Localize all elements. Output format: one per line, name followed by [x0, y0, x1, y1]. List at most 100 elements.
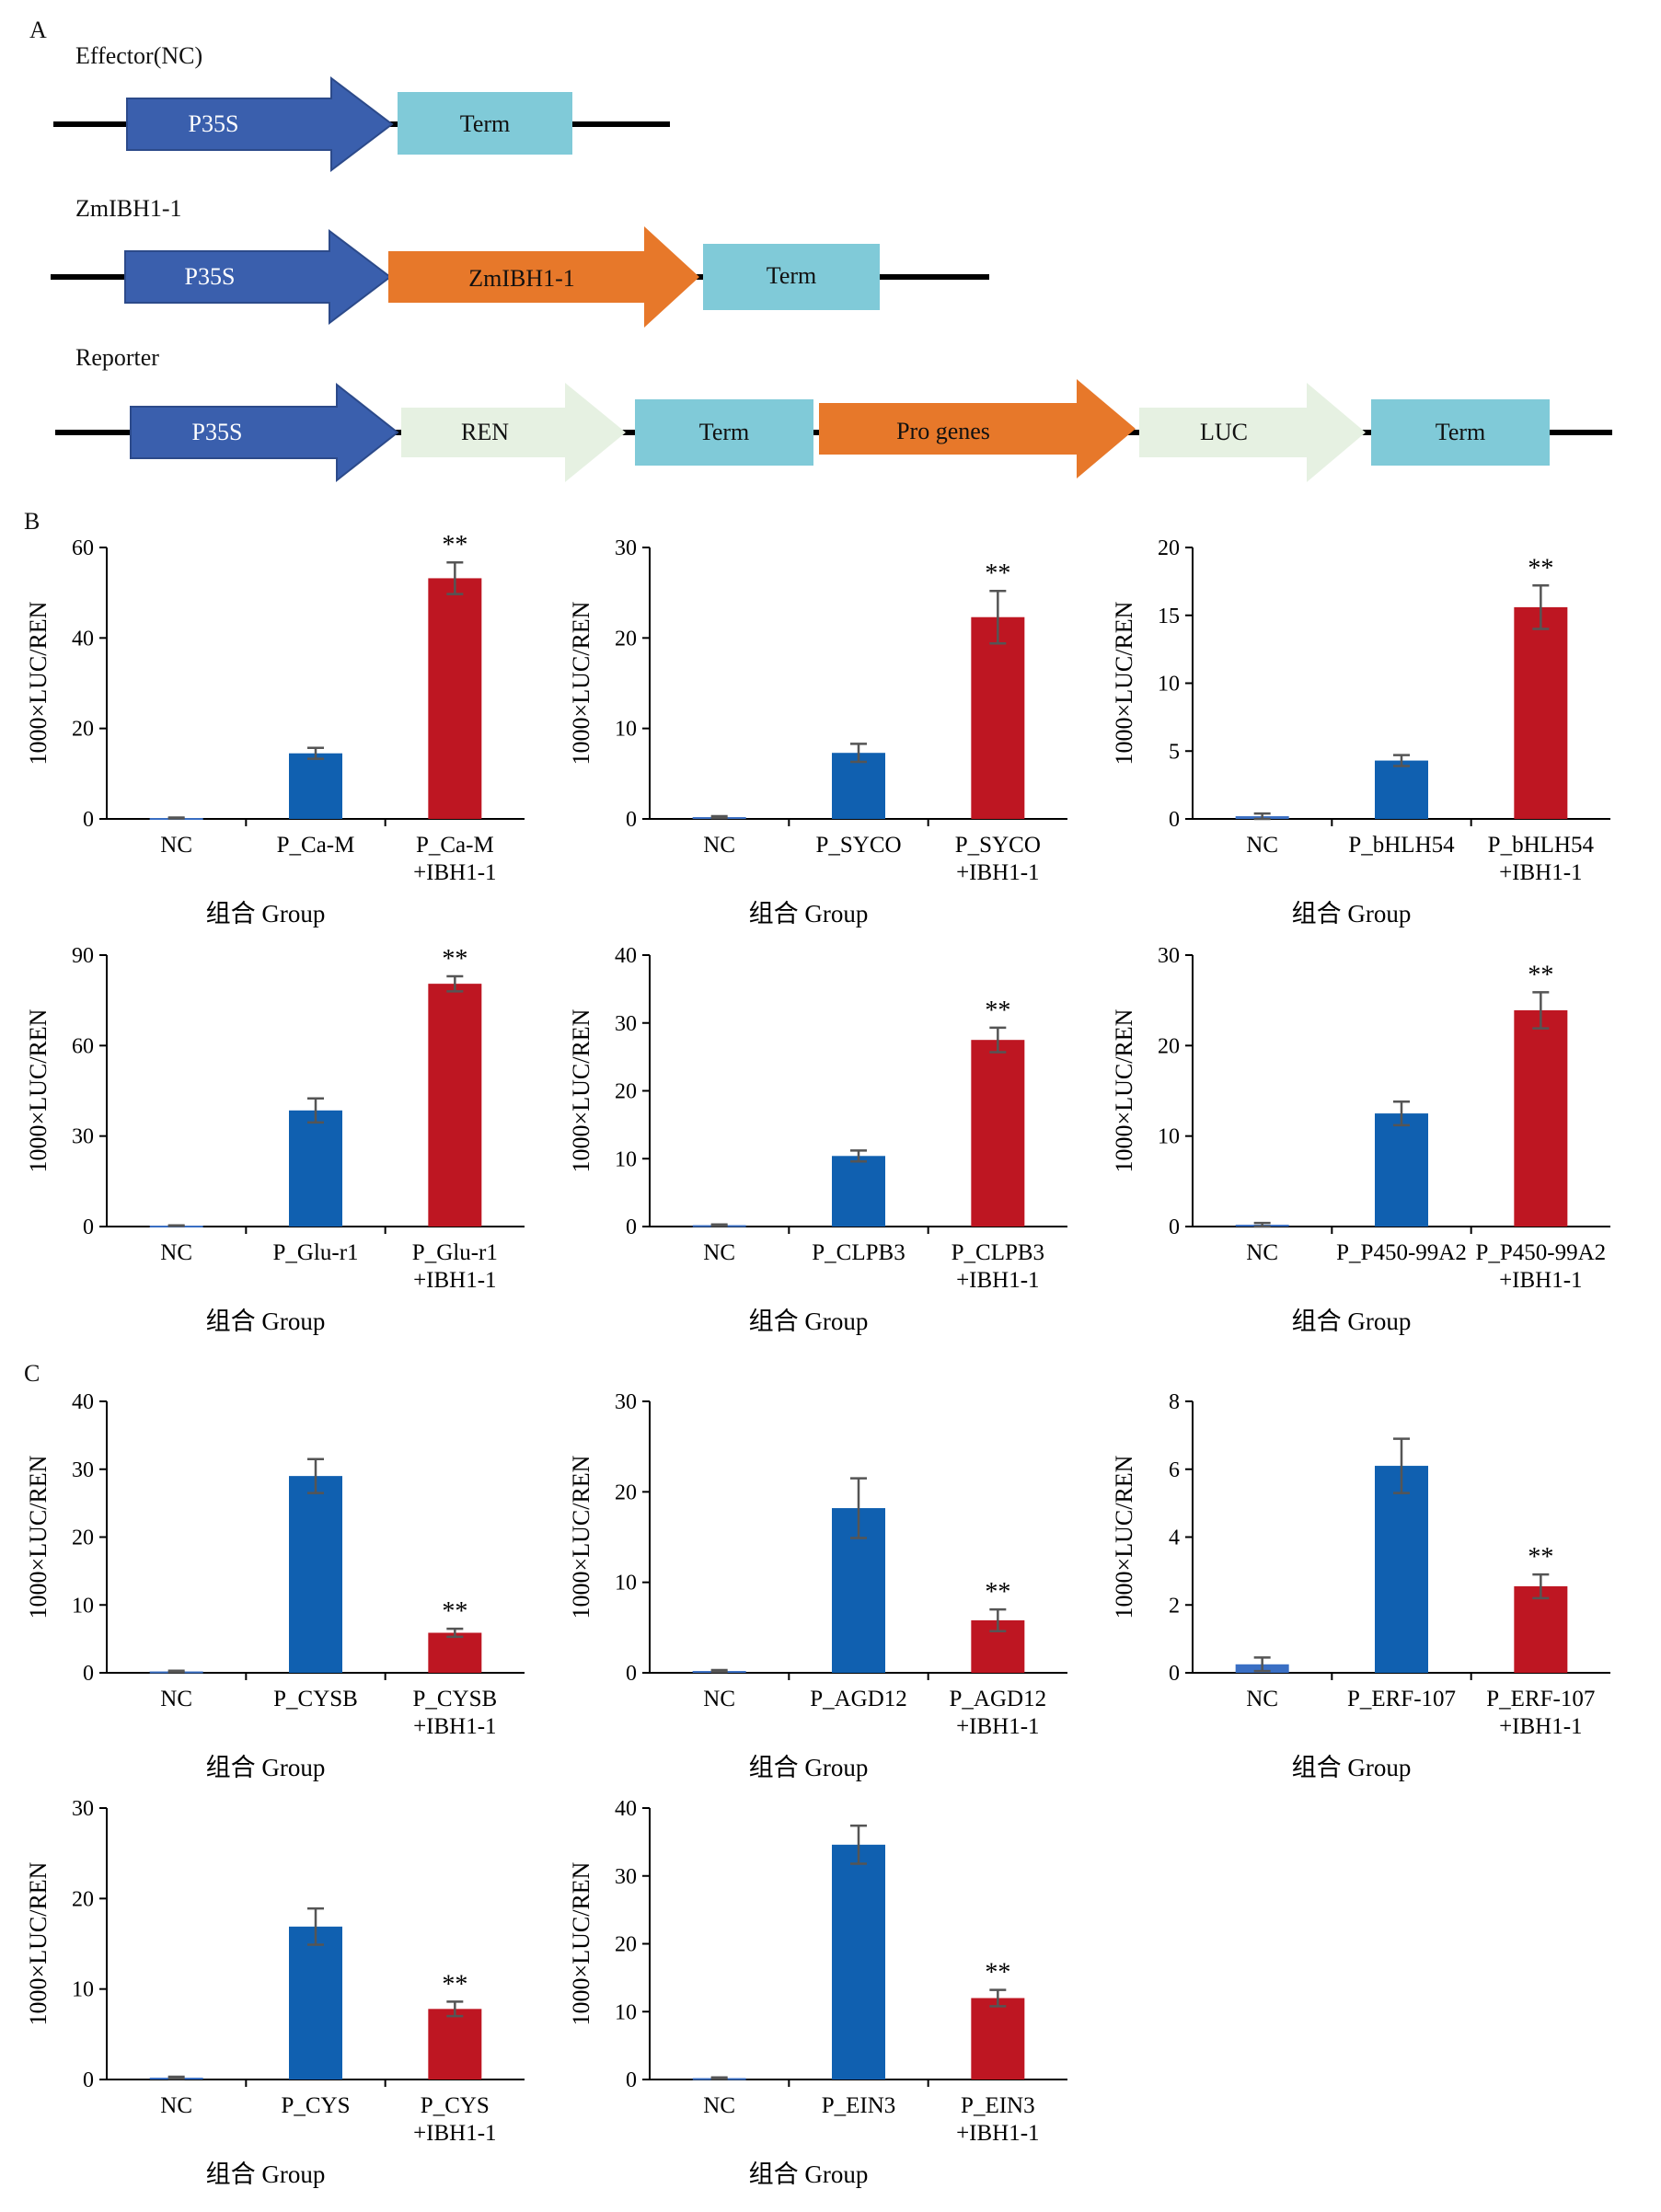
panel-label-b: B — [24, 508, 40, 535]
bar — [1514, 1009, 1568, 1227]
x-axis-label: 组合 Group — [749, 2160, 869, 2188]
panel-label-a: A — [29, 17, 47, 43]
category-label-line: P_CLPB3 — [812, 1240, 905, 1265]
bar-chart-svg: 1000×LUC/REN 0 10 20 30 40 NC P_CLPB3 ** P_CLPB3 +… — [568, 944, 1067, 1335]
x-axis-label: 组合 Group — [1292, 1754, 1412, 1781]
significance-label: ** — [985, 997, 1010, 1025]
y-tick-label: 0 — [626, 808, 637, 832]
x-axis-label: 组合 Group — [1292, 900, 1412, 927]
x-axis-label: 组合 Group — [749, 1754, 869, 1781]
bar — [971, 616, 1025, 819]
y-tick-label: 10 — [615, 1572, 637, 1596]
y-axis-label: 1000×LUC/REN — [1111, 601, 1137, 765]
category-label: NC — [160, 833, 192, 858]
category-label-line: +IBH1-1 — [956, 1714, 1039, 1739]
x-axis-label: 组合 Group — [1292, 1308, 1412, 1335]
y-tick-label: 0 — [626, 2068, 637, 2092]
effector-promoter-arrow — [126, 75, 394, 173]
category-label-line: P_CYS — [281, 2093, 350, 2118]
reporter-title: Reporter — [75, 344, 159, 371]
y-tick-label: 20 — [615, 1933, 637, 1957]
bar-chart-svg: 1000×LUC/REN 0 10 20 30 NC P_CYS ** P_CYS +IBH1-1… — [25, 1797, 525, 2188]
y-axis-label: 1000×LUC/REN — [568, 1008, 594, 1172]
y-tick-label: 0 — [83, 2068, 94, 2092]
chart-cys: 1000×LUC/REN 0 10 20 30 NC P_CYS ** P_CYS +IBH1-1… — [18, 1790, 534, 2195]
bar-chart-svg: 1000×LUC/REN 0 2 4 6 8 NC P_ERF-107 ** P_ERF-107 +… — [1111, 1390, 1610, 1781]
bar — [971, 1040, 1025, 1227]
category-label: P_Ca-M +IBH1-1 — [413, 833, 496, 885]
y-tick-label: 20 — [72, 1527, 94, 1550]
significance-label: ** — [1528, 961, 1553, 989]
category-label-line: NC — [1246, 1687, 1278, 1711]
y-tick-label: 15 — [1158, 605, 1180, 628]
chart-ein3: 1000×LUC/REN 0 10 20 30 40 NC P_EIN3 ** P_EIN3 +IB… — [561, 1790, 1077, 2195]
effector-term-box — [398, 92, 572, 155]
zmibh-term-label: Term — [767, 262, 817, 289]
y-tick-label: 2 — [1169, 1594, 1180, 1618]
y-axis-label: 1000×LUC/REN — [25, 601, 52, 765]
category-label-line: NC — [703, 1240, 735, 1265]
category-label-line: +IBH1-1 — [956, 860, 1039, 885]
y-tick-label: 4 — [1169, 1527, 1180, 1550]
category-label: NC — [703, 1240, 735, 1265]
category-label-line: +IBH1-1 — [1499, 1268, 1582, 1293]
reporter-term2-box — [1371, 399, 1550, 466]
y-tick-label: 10 — [1158, 673, 1180, 697]
category-label-line: NC — [160, 2093, 192, 2118]
significance-label: ** — [442, 531, 467, 559]
zmibh-promoter-label: P35S — [185, 263, 236, 290]
bar-chart-svg: 1000×LUC/REN 0 10 20 30 40 NC P_CYSB ** P_CYSB +IB… — [25, 1390, 525, 1781]
chart-agd12: 1000×LUC/REN 0 10 20 30 NC P_AGD12 ** P_AGD12 +IB… — [561, 1383, 1077, 1788]
bar — [428, 578, 482, 819]
category-label: NC — [703, 2093, 735, 2118]
effector-term-label: Term — [460, 110, 511, 137]
y-axis-label: 1000×LUC/REN — [1111, 1008, 1137, 1172]
category-label-line: P_CYS — [421, 2093, 490, 2118]
category-label: P_P450-99A2 +IBH1-1 — [1475, 1240, 1606, 1293]
y-tick-label: 20 — [615, 1480, 637, 1504]
y-tick-label: 40 — [72, 627, 94, 651]
y-tick-label: 0 — [1169, 808, 1180, 832]
bar — [1375, 1113, 1428, 1227]
category-label: P_SYCO +IBH1-1 — [955, 833, 1041, 885]
category-label: P_AGD12 — [810, 1687, 907, 1711]
significance-label: ** — [985, 1578, 1010, 1607]
category-label: NC — [703, 833, 735, 858]
chart-erf107: 1000×LUC/REN 0 2 4 6 8 NC P_ERF-107 ** P_ERF-107 +… — [1104, 1383, 1638, 1788]
y-axis-label: 1000×LUC/REN — [25, 1008, 52, 1172]
y-tick-label: 8 — [1169, 1390, 1180, 1414]
category-label-line: P_SYCO — [955, 833, 1041, 858]
category-label-line: +IBH1-1 — [413, 2121, 496, 2146]
category-label-line: P_bHLH54 — [1348, 833, 1455, 858]
category-label-line: P_AGD12 — [950, 1687, 1047, 1711]
bar — [289, 1926, 342, 2080]
category-label: P_bHLH54 +IBH1-1 — [1488, 833, 1595, 885]
reporter-pro-label: Pro genes — [896, 418, 990, 444]
y-tick-label: 30 — [615, 1012, 637, 1036]
category-label-line: P_CLPB3 — [952, 1240, 1044, 1265]
panel-label-c: C — [24, 1360, 40, 1387]
reporter-ren-label: REN — [461, 419, 509, 445]
category-label: NC — [1246, 1240, 1278, 1265]
y-axis-label: 1000×LUC/REN — [1111, 1455, 1137, 1619]
reporter-pro-arrow — [819, 379, 1136, 478]
category-label: P_Ca-M — [277, 833, 355, 858]
y-tick-label: 5 — [1169, 740, 1180, 764]
category-label: P_CLPB3 +IBH1-1 — [952, 1240, 1044, 1293]
category-label: P_Glu-r1 +IBH1-1 — [412, 1240, 498, 1293]
category-label-line: P_P450-99A2 — [1336, 1240, 1467, 1265]
zmibh-term-box — [703, 244, 880, 310]
y-tick-label: 20 — [615, 1080, 637, 1104]
category-label: P_ERF-107 — [1347, 1687, 1456, 1711]
effector-promoter-label: P35S — [189, 110, 239, 137]
y-tick-label: 20 — [72, 718, 94, 742]
y-tick-label: 40 — [615, 1797, 637, 1821]
category-label: P_AGD12 +IBH1-1 — [950, 1687, 1047, 1739]
category-label-line: NC — [1246, 833, 1278, 858]
reporter-luc-label: LUC — [1200, 419, 1248, 445]
zmibh-title: ZmIBH1-1 — [75, 195, 182, 222]
significance-label: ** — [1528, 554, 1553, 582]
bar — [832, 1156, 885, 1227]
y-tick-label: 0 — [626, 1215, 637, 1239]
y-axis-label: 1000×LUC/REN — [25, 1455, 52, 1619]
